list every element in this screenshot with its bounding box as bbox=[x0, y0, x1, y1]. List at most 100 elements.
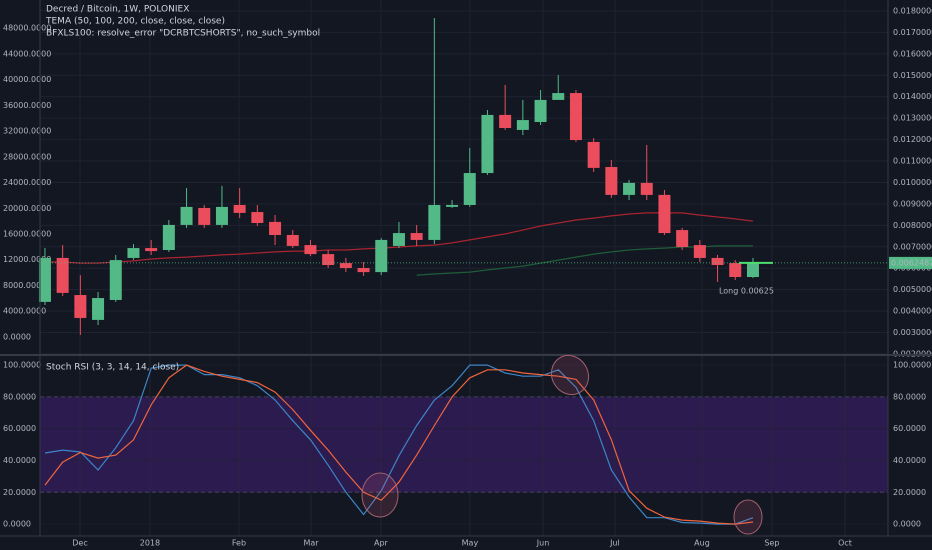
series-line bbox=[44, 364, 754, 525]
candle-body bbox=[516, 120, 529, 130]
y-tick-label-right: 0.0000 bbox=[893, 520, 921, 529]
candle-body bbox=[251, 212, 264, 223]
candle-body bbox=[693, 245, 706, 258]
candle-body bbox=[180, 206, 193, 225]
x-tick-label: Oct bbox=[838, 539, 852, 548]
y2-tick-label: 24000.0000 bbox=[3, 178, 51, 187]
candle-body bbox=[127, 248, 140, 258]
candle-body bbox=[339, 263, 352, 269]
y-tick-label: 0.00500000 bbox=[893, 285, 932, 294]
candle-body bbox=[446, 204, 459, 207]
y-tick-label: 0.01100000 bbox=[893, 157, 932, 166]
candle-body bbox=[428, 204, 441, 240]
candle-body bbox=[38, 257, 51, 302]
y-tick-label: 0.01000000 bbox=[893, 178, 932, 187]
annotation: Long 0.00625 bbox=[719, 286, 774, 295]
x-tick-label: Jul bbox=[609, 539, 620, 548]
y-tick-label-right: 60.0000 bbox=[893, 424, 926, 433]
candle-body bbox=[322, 254, 335, 266]
candle-body bbox=[233, 204, 246, 213]
y-tick-label: 0.01400000 bbox=[893, 92, 932, 101]
y-tick-label: 0.00300000 bbox=[893, 328, 932, 337]
candle-body bbox=[74, 295, 87, 318]
indicator-label: BFXLS100: resolve_error "DCRBTCSHORTS", … bbox=[46, 29, 320, 39]
y-tick-label: 0.01700000 bbox=[893, 28, 932, 37]
y-tick-label: 0.01300000 bbox=[893, 114, 932, 123]
y-tick-label: 40.0000 bbox=[3, 456, 36, 465]
x-tick-label: Apr bbox=[374, 539, 389, 548]
candle-body bbox=[56, 257, 69, 293]
y-tick-label: 0.00800000 bbox=[893, 221, 932, 230]
candle-body bbox=[215, 206, 228, 225]
y-tick-label: 0.01800000 bbox=[893, 6, 932, 15]
y-tick-label: 0.01500000 bbox=[893, 71, 932, 80]
y-tick-label: 60.0000 bbox=[3, 424, 36, 433]
y-tick-label: 0.00900000 bbox=[893, 199, 932, 208]
series-line bbox=[44, 364, 754, 525]
y-tick-label: 0.01200000 bbox=[893, 135, 932, 144]
x-tick-label: 2018 bbox=[140, 539, 160, 548]
candle-body bbox=[304, 245, 317, 255]
candle-body bbox=[605, 167, 618, 195]
candle-body bbox=[499, 114, 512, 129]
y2-tick-label: 12000.0000 bbox=[3, 255, 51, 264]
candle-body bbox=[357, 268, 370, 273]
candle-body bbox=[463, 173, 476, 205]
candle-body bbox=[392, 233, 405, 246]
candle-body bbox=[729, 263, 742, 278]
indicator-label: TEMA (50, 100, 200, close, close, close) bbox=[45, 17, 225, 27]
candle-body bbox=[552, 93, 565, 100]
band bbox=[40, 396, 888, 493]
y-tick-label: 0.0000 bbox=[3, 520, 31, 529]
candle-body bbox=[711, 257, 724, 266]
candle-body bbox=[92, 298, 105, 320]
y2-tick-label: 32000.0000 bbox=[3, 127, 51, 136]
y-tick-label: 0.01600000 bbox=[893, 49, 932, 58]
y-tick-label-right: 80.0000 bbox=[893, 392, 926, 401]
y-tick-label: 20.0000 bbox=[3, 488, 36, 497]
y2-tick-label: 28000.0000 bbox=[3, 152, 51, 161]
candle-body bbox=[410, 233, 423, 240]
candle-body bbox=[375, 239, 388, 273]
y-tick-label-right: 40.0000 bbox=[893, 456, 926, 465]
chart-title: Decred / Bitcoin, 1W, POLONIEX bbox=[46, 5, 189, 15]
indicator-title: Stoch RSI (3, 3, 14, 14, close) bbox=[46, 363, 179, 373]
candle-body bbox=[658, 194, 671, 234]
candle-body bbox=[162, 224, 175, 251]
y-tick-label-right: 20.0000 bbox=[893, 488, 926, 497]
y-tick-label: 0.00700000 bbox=[893, 242, 932, 251]
price-tag-label: 0.00624879 bbox=[891, 258, 932, 267]
y-tick-label: 80.0000 bbox=[3, 392, 36, 401]
x-tick-label: Jun bbox=[536, 539, 550, 548]
y2-tick-label: 0.0000 bbox=[3, 332, 31, 341]
candle-body bbox=[746, 262, 759, 278]
candle-body bbox=[569, 93, 582, 141]
y2-tick-label: 48000.0000 bbox=[3, 24, 51, 33]
y2-tick-label: 8000.0000 bbox=[3, 281, 46, 290]
candle-body bbox=[623, 182, 636, 195]
y-tick-label-right: 100.0000 bbox=[893, 361, 931, 370]
plot-layer: 0.002000000.003000000.004000000.00500000… bbox=[3, 0, 932, 548]
candle-body bbox=[640, 182, 653, 195]
x-tick-label: May bbox=[462, 539, 479, 548]
y2-tick-label: 16000.0000 bbox=[3, 230, 51, 239]
highlight-circle bbox=[550, 354, 590, 396]
y2-tick-label: 44000.0000 bbox=[3, 49, 51, 58]
price-tag bbox=[889, 256, 932, 269]
highlight-circle bbox=[361, 472, 399, 518]
candle-body bbox=[534, 99, 547, 123]
candle-body bbox=[587, 141, 600, 168]
candle-body bbox=[145, 248, 158, 252]
y2-tick-label: 40000.0000 bbox=[3, 75, 51, 84]
y-tick-label: 100.0000 bbox=[3, 361, 41, 370]
y2-tick-label: 36000.0000 bbox=[3, 101, 51, 110]
y2-tick-label: 20000.0000 bbox=[3, 204, 51, 213]
highlight-circle bbox=[733, 499, 763, 535]
x-tick-label: Aug bbox=[694, 539, 710, 548]
candle-body bbox=[676, 230, 689, 248]
candle-body bbox=[198, 207, 211, 225]
y2-tick-label: 4000.0000 bbox=[3, 307, 46, 316]
candle-body bbox=[269, 221, 282, 235]
x-tick-label: Mar bbox=[303, 539, 319, 548]
